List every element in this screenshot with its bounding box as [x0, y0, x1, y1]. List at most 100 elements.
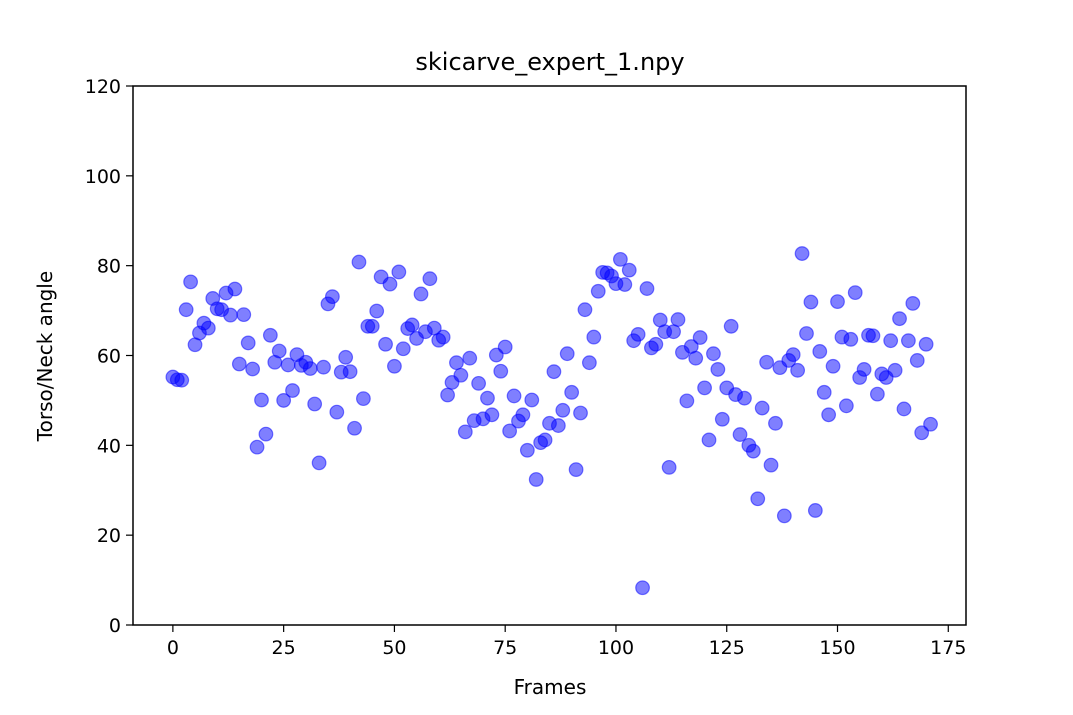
- data-point: [254, 392, 269, 408]
- data-point: [776, 508, 792, 524]
- data-point: [555, 402, 571, 418]
- data-point: [524, 392, 540, 408]
- data-point: [387, 358, 402, 374]
- data-point: [245, 361, 261, 377]
- y-tick-label: 120: [85, 76, 121, 98]
- data-point: [285, 383, 300, 398]
- data-point: [378, 336, 393, 352]
- x-tick-label: 125: [709, 637, 745, 659]
- data-point: [236, 307, 252, 323]
- data-point: [342, 364, 358, 380]
- data-point: [422, 271, 438, 287]
- y-tick-label: 0: [109, 615, 121, 637]
- data-point: [227, 281, 243, 297]
- data-point: [356, 391, 371, 407]
- data-point: [497, 339, 513, 355]
- data-point: [710, 362, 726, 377]
- data-point: [617, 277, 633, 292]
- data-point: [231, 356, 247, 372]
- chart-title: skicarve_expert_1.npy: [415, 48, 684, 76]
- data-point: [515, 407, 531, 423]
- data-point: [537, 432, 553, 448]
- data-point: [759, 354, 775, 370]
- data-point: [493, 363, 509, 379]
- data-point: [564, 384, 580, 400]
- data-point: [790, 362, 806, 378]
- data-point: [200, 320, 216, 336]
- data-point: [302, 361, 318, 376]
- data-point: [382, 276, 398, 292]
- data-point: [174, 372, 190, 388]
- x-axis: 0 25 50 75 100 125 150 175: [167, 625, 966, 659]
- data-point: [714, 411, 730, 427]
- data-point: [843, 331, 859, 347]
- data-point: [395, 341, 411, 357]
- data-points: [165, 246, 938, 596]
- data-point: [825, 358, 841, 374]
- data-point: [750, 491, 766, 507]
- data-point: [918, 336, 934, 352]
- data-point: [865, 328, 881, 344]
- x-tick-label: 175: [930, 637, 966, 659]
- data-point: [364, 318, 380, 334]
- data-point: [581, 355, 597, 371]
- data-point: [648, 336, 664, 352]
- data-point: [338, 349, 354, 365]
- y-tick-label: 60: [97, 346, 121, 368]
- data-point: [732, 427, 748, 442]
- data-point: [223, 307, 238, 323]
- data-point: [559, 346, 575, 362]
- data-point: [723, 318, 739, 334]
- data-point: [449, 355, 464, 371]
- data-point: [502, 423, 518, 439]
- data-point: [892, 311, 907, 327]
- data-point: [258, 426, 274, 442]
- data-point: [506, 388, 522, 404]
- data-point: [546, 364, 562, 380]
- data-point: [480, 390, 495, 406]
- data-point: [262, 327, 278, 343]
- data-point: [240, 335, 256, 351]
- data-point: [887, 362, 903, 378]
- data-point: [635, 580, 650, 596]
- data-point: [838, 398, 854, 414]
- data-point: [754, 400, 770, 416]
- data-point: [577, 302, 593, 318]
- data-point: [639, 281, 655, 296]
- data-point: [612, 251, 628, 267]
- data-point: [697, 380, 712, 396]
- x-axis-label: Frames: [514, 675, 587, 699]
- data-point: [701, 432, 717, 448]
- data-point: [692, 330, 708, 345]
- data-point: [329, 404, 345, 420]
- data-point: [471, 375, 487, 391]
- x-tick-label: 75: [493, 637, 517, 659]
- data-point: [453, 367, 469, 383]
- plot-frame: [132, 85, 967, 626]
- data-point: [550, 418, 566, 433]
- data-point: [307, 396, 323, 412]
- data-point: [799, 326, 814, 341]
- data-point: [568, 462, 584, 477]
- data-point: [847, 285, 863, 301]
- y-axis: 0 20 40 60 80 100 120: [85, 76, 133, 637]
- x-tick-label: 100: [598, 637, 634, 659]
- data-point: [816, 384, 832, 400]
- data-point: [768, 415, 783, 431]
- data-point: [830, 294, 845, 310]
- data-point: [794, 246, 810, 261]
- data-point: [812, 344, 828, 359]
- data-point: [183, 274, 199, 290]
- data-point: [856, 362, 872, 377]
- data-point: [391, 264, 407, 280]
- data-point: [351, 254, 367, 270]
- data-point: [745, 443, 761, 459]
- data-point: [803, 294, 819, 310]
- x-tick-label: 50: [382, 637, 406, 659]
- data-point: [785, 347, 801, 363]
- data-point: [324, 289, 340, 305]
- data-point: [271, 343, 287, 359]
- y-axis-label: Torso/Neck angle: [33, 271, 57, 442]
- data-point: [670, 312, 686, 327]
- data-point: [178, 302, 194, 318]
